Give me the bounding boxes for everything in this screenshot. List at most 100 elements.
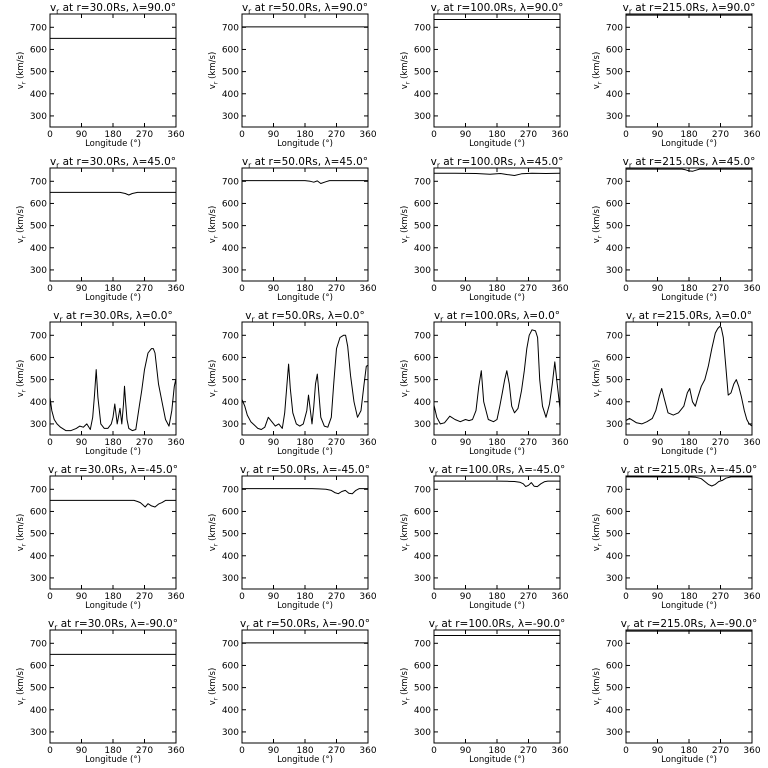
y-tick-label: 500 — [222, 684, 239, 694]
x-tick-label: 180 — [680, 130, 697, 140]
plot-title: vr at r=100.0Rs, λ=90.0° — [431, 2, 564, 16]
x-tick-label: 0 — [623, 130, 629, 140]
x-axis-label: Longitude (°) — [469, 601, 525, 611]
y-tick-label: 400 — [30, 398, 47, 408]
ylabel-var: v — [16, 238, 26, 243]
y-tick-label: 700 — [606, 639, 623, 649]
y-tick-label: 500 — [414, 222, 431, 232]
y-tick-label: 300 — [606, 112, 623, 122]
x-tick-label: 360 — [359, 592, 376, 602]
title-var: v — [626, 310, 632, 322]
x-tick-label: 270 — [328, 592, 345, 602]
y-tick-label: 400 — [222, 244, 239, 254]
x-tick-label: 90 — [460, 130, 472, 140]
ylabel-subscript: r — [20, 543, 28, 546]
x-tick-label: 360 — [359, 438, 376, 448]
y-tick-label: 700 — [606, 331, 623, 341]
series-line-1 — [50, 499, 176, 508]
x-tick-label: 270 — [712, 592, 729, 602]
y-tick-label: 400 — [606, 398, 623, 408]
x-tick-label: 0 — [431, 438, 437, 448]
title-rest: at r=50.0Rs, λ=90.0° — [251, 2, 368, 14]
y-tick-label: 600 — [222, 199, 239, 209]
title-subscript: r — [56, 161, 60, 170]
x-axis-label: Longitude (°) — [277, 447, 333, 457]
title-var: v — [429, 618, 435, 630]
plot-frame — [433, 475, 561, 590]
y-tick-label: 400 — [414, 552, 431, 562]
x-tick-label: 360 — [743, 130, 760, 140]
title-var: v — [48, 464, 54, 476]
plot-frame — [625, 13, 753, 128]
x-tick-label: 360 — [359, 746, 376, 756]
x-tick-label: 270 — [712, 284, 729, 294]
x-axis-label: Longitude (°) — [277, 293, 333, 303]
x-axis-label: Longitude (°) — [469, 293, 525, 303]
x-tick-label: 360 — [167, 130, 184, 140]
ylabel-var: v — [400, 84, 410, 89]
y-axis-label: vr (km/s) — [400, 206, 412, 244]
series-line-1 — [625, 325, 753, 427]
y-tick-label: 500 — [222, 222, 239, 232]
y-tick-label: 600 — [30, 199, 47, 209]
title-subscript: r — [252, 315, 256, 324]
y-tick-label: 700 — [414, 331, 431, 341]
y-tick-label: 600 — [30, 353, 47, 363]
ylabel-subscript: r — [212, 235, 220, 238]
y-axis-label: vr (km/s) — [400, 668, 412, 706]
y-tick-label: 500 — [222, 68, 239, 78]
x-tick-label: 90 — [76, 746, 88, 756]
ylabel-subscript: r — [596, 235, 604, 238]
x-tick-label: 270 — [328, 284, 345, 294]
y-axis-label: vr (km/s) — [16, 514, 28, 552]
x-tick-label: 360 — [167, 284, 184, 294]
ylabel-subscript: r — [404, 697, 412, 700]
title-var: v — [621, 618, 627, 630]
ylabel-var: v — [592, 392, 602, 397]
x-tick-label: 270 — [136, 746, 153, 756]
x-axis-label: Longitude (°) — [85, 293, 141, 303]
series-line-1 — [49, 348, 177, 432]
y-axis-label: vr (km/s) — [400, 514, 412, 552]
x-tick-label: 270 — [520, 130, 537, 140]
ylabel-var: v — [592, 238, 602, 243]
ylabel-rest: (km/s) — [400, 514, 410, 544]
x-tick-label: 180 — [488, 746, 505, 756]
title-rest: at r=215.0Rs, λ=-45.0° — [630, 464, 757, 476]
title-var: v — [434, 310, 440, 322]
y-axis-label: vr (km/s) — [208, 52, 220, 90]
y-tick-label: 400 — [222, 90, 239, 100]
plot-title: vr at r=50.0Rs, λ=-90.0° — [240, 618, 370, 632]
title-rest: at r=100.0Rs, λ=45.0° — [440, 156, 563, 168]
x-tick-label: 180 — [488, 592, 505, 602]
x-tick-label: 90 — [268, 284, 280, 294]
y-tick-label: 500 — [414, 530, 431, 540]
y-axis-label: vr (km/s) — [16, 360, 28, 398]
title-rest: at r=50.0Rs, λ=45.0° — [251, 156, 368, 168]
y-tick-label: 600 — [30, 45, 47, 55]
y-tick-label: 700 — [414, 23, 431, 33]
y-tick-label: 400 — [414, 398, 431, 408]
plot-title: vr at r=215.0Rs, λ=-45.0° — [621, 464, 758, 478]
y-tick-label: 300 — [414, 728, 431, 738]
title-var: v — [50, 156, 56, 168]
plot-frame — [49, 629, 177, 744]
y-tick-label: 400 — [606, 244, 623, 254]
x-tick-label: 0 — [239, 592, 245, 602]
x-tick-label: 180 — [296, 284, 313, 294]
x-tick-label: 0 — [239, 130, 245, 140]
x-tick-label: 360 — [551, 438, 568, 448]
y-tick-label: 700 — [606, 485, 623, 495]
x-tick-label: 0 — [431, 130, 437, 140]
x-tick-label: 90 — [652, 592, 664, 602]
x-axis-label: Longitude (°) — [661, 139, 717, 149]
x-tick-label: 360 — [743, 438, 760, 448]
x-tick-label: 0 — [623, 284, 629, 294]
ylabel-rest: (km/s) — [208, 52, 218, 82]
y-tick-label: 300 — [222, 420, 239, 430]
x-tick-label: 270 — [520, 746, 537, 756]
